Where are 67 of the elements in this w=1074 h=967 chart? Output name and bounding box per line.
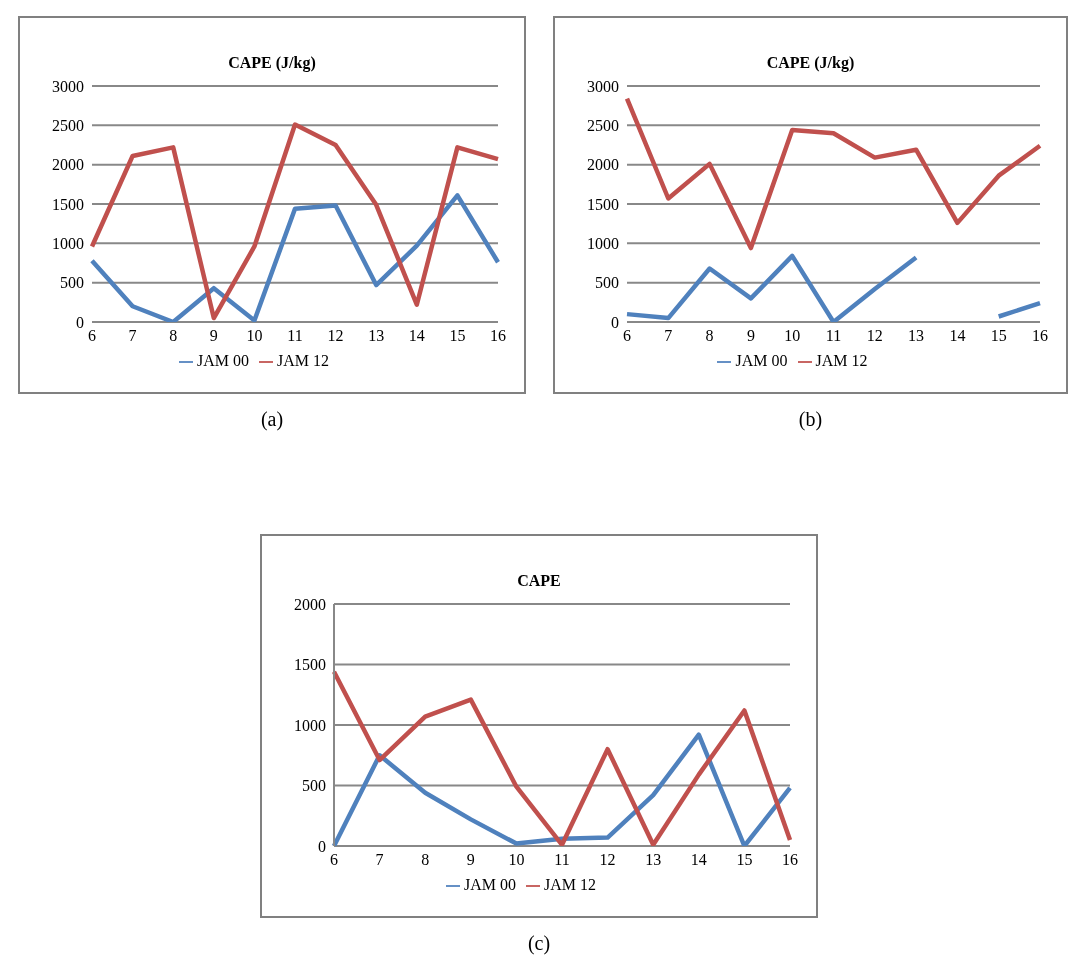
chart-title: CAPE	[516, 572, 562, 590]
chart-title: CAPE (J/kg)	[765, 54, 856, 72]
x-tick-label: 13	[645, 851, 662, 869]
x-tick-label: 8	[169, 327, 178, 345]
legend-label: JAM 12	[815, 352, 868, 369]
x-tick-label: 13	[368, 327, 385, 345]
x-tick-label: 16	[490, 327, 506, 345]
x-tick-label: 7	[128, 327, 137, 345]
line-series	[89, 193, 501, 322]
x-tick-label: 12	[599, 851, 616, 869]
text: (b)	[797, 408, 824, 431]
y-tick-label: 0	[611, 313, 619, 331]
y-tick-label: 1000	[52, 235, 84, 253]
x-tick-label: 12	[866, 327, 883, 345]
legend-label: JAM 00	[463, 876, 516, 893]
x-tick-label: 11	[554, 851, 570, 869]
y-tick-label: 500	[595, 274, 619, 292]
legend-label: JAM 00	[196, 352, 249, 369]
y-tick-label: 2500	[587, 117, 619, 135]
x-tick-label: 9	[466, 851, 475, 869]
y-tick-label: 2000	[52, 156, 84, 174]
x-tick-label: 6	[623, 327, 631, 345]
legend-label: JAM 00	[735, 352, 788, 369]
x-tick-label: 12	[327, 327, 344, 345]
x-tick-label: 13	[908, 327, 925, 345]
y-tick-label: 2000	[587, 156, 619, 174]
y-tick-label: 1500	[52, 195, 84, 213]
x-tick-label: 16	[1032, 327, 1048, 345]
legend-label: JAM 12	[277, 352, 330, 369]
x-tick-label: 14	[408, 327, 425, 345]
y-tick-label: 0	[76, 313, 84, 331]
x-tick-label: 10	[508, 851, 525, 869]
x-tick-label: 7	[375, 851, 384, 869]
y-tick-label: 3000	[587, 77, 619, 95]
x-tick-label: 6	[88, 327, 96, 345]
line-series	[624, 96, 1043, 251]
y-tick-label: 1500	[587, 195, 619, 213]
x-tick-label: 6	[330, 851, 338, 869]
x-tick-label: 8	[705, 327, 714, 345]
y-tick-label: 1000	[294, 716, 326, 734]
y-tick-label: 1000	[587, 235, 619, 253]
y-tick-label: 2500	[52, 117, 84, 135]
x-tick-label: 11	[287, 327, 303, 345]
y-tick-label: 2000	[294, 595, 326, 613]
x-tick-label: 15	[736, 851, 753, 869]
y-tick-label: 3000	[52, 77, 84, 95]
x-tick-label: 15	[449, 327, 466, 345]
x-tick-label: 11	[825, 327, 842, 345]
text: (a)	[259, 408, 285, 431]
x-tick-label: 10	[784, 327, 801, 345]
y-tick-label: 500	[302, 777, 326, 795]
x-tick-label: 10	[246, 327, 263, 345]
x-tick-label: 9	[746, 327, 755, 345]
y-tick-label: 500	[60, 274, 84, 292]
x-tick-label: 8	[421, 851, 430, 869]
text: (c)	[526, 932, 552, 955]
x-tick-label: 15	[990, 327, 1007, 345]
x-tick-label: 7	[664, 327, 673, 345]
x-tick-label: 14	[690, 851, 707, 869]
x-tick-label: 14	[949, 327, 966, 345]
y-tick-label: 0	[318, 837, 326, 855]
x-tick-label: 16	[782, 851, 798, 869]
legend-label: JAM 12	[544, 876, 597, 893]
x-tick-label: 9	[209, 327, 218, 345]
chart-title: CAPE (J/kg)	[227, 54, 317, 72]
y-tick-label: 1500	[294, 656, 326, 674]
line-series	[89, 122, 501, 321]
